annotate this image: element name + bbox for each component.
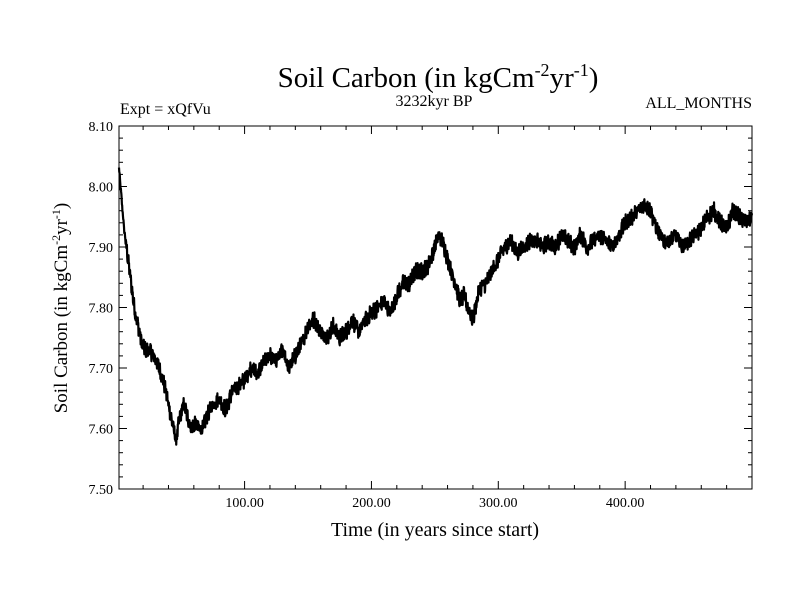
period-label: 3232kyr BP — [396, 93, 473, 110]
x-axis: 100.00 200.00 300.00 400.00 — [142, 126, 753, 511]
y-tick-label: 8.00 — [89, 181, 114, 196]
x-axis-label: Time (in years since start) — [331, 519, 539, 541]
x-tick-label: 300.00 — [479, 496, 518, 511]
y-tick-label: 7.50 — [89, 483, 114, 498]
plot-frame — [118, 125, 753, 490]
y-axis-label: Soil Carbon (in kgCm-2yr-1) — [49, 203, 72, 414]
y-tick-label: 7.90 — [89, 241, 114, 256]
series-line-soil-carbon — [117, 167, 754, 446]
x-tick-label: 400.00 — [606, 496, 645, 511]
x-tick-label: 100.00 — [225, 496, 264, 511]
chart-title: Soil Carbon (in kgCm-2yr-1) — [278, 60, 599, 94]
x-tick-label: 200.00 — [352, 496, 391, 511]
y-tick-label: 7.70 — [89, 362, 114, 377]
y-tick-label: 7.80 — [89, 302, 114, 317]
months-label: ALL_MONTHS — [645, 95, 752, 112]
expt-label: Expt = xQfVu — [120, 101, 211, 118]
y-axis: 7.50 7.60 7.70 7.80 7.90 8.00 8.10 — [89, 120, 752, 498]
y-tick-label: 8.10 — [89, 120, 114, 135]
y-tick-label: 7.60 — [89, 423, 114, 438]
